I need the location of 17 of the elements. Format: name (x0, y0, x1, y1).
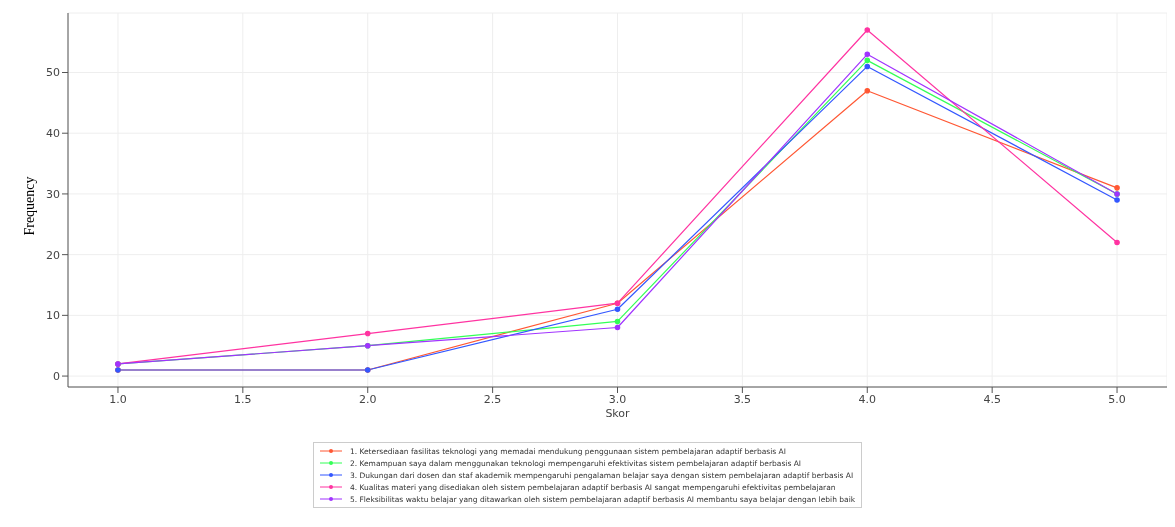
x-tick-label: 3.0 (608, 392, 627, 406)
y-tick-label: 20 (46, 248, 60, 262)
y-tick-label: 10 (46, 309, 60, 323)
x-tick-label: 4.5 (983, 392, 1001, 406)
x-axis-title: Skor (605, 407, 631, 420)
y-axis-title: Frequency (22, 175, 38, 238)
y-tick-label: 50 (46, 66, 60, 80)
x-tick-label: 1.0 (109, 392, 127, 406)
y-tick-label: 0 (53, 369, 60, 383)
y-tick-label: 40 (46, 127, 60, 141)
y-tick-label: 30 (46, 187, 60, 201)
x-tick-label: 4.0 (858, 392, 877, 406)
x-tick-label: 1.5 (234, 392, 252, 406)
x-tick-label: 5.0 (1108, 392, 1126, 406)
x-tick-label: 2.5 (483, 392, 502, 406)
x-tick-label: 2.0 (358, 392, 377, 406)
x-tick-label: 3.5 (733, 392, 752, 406)
